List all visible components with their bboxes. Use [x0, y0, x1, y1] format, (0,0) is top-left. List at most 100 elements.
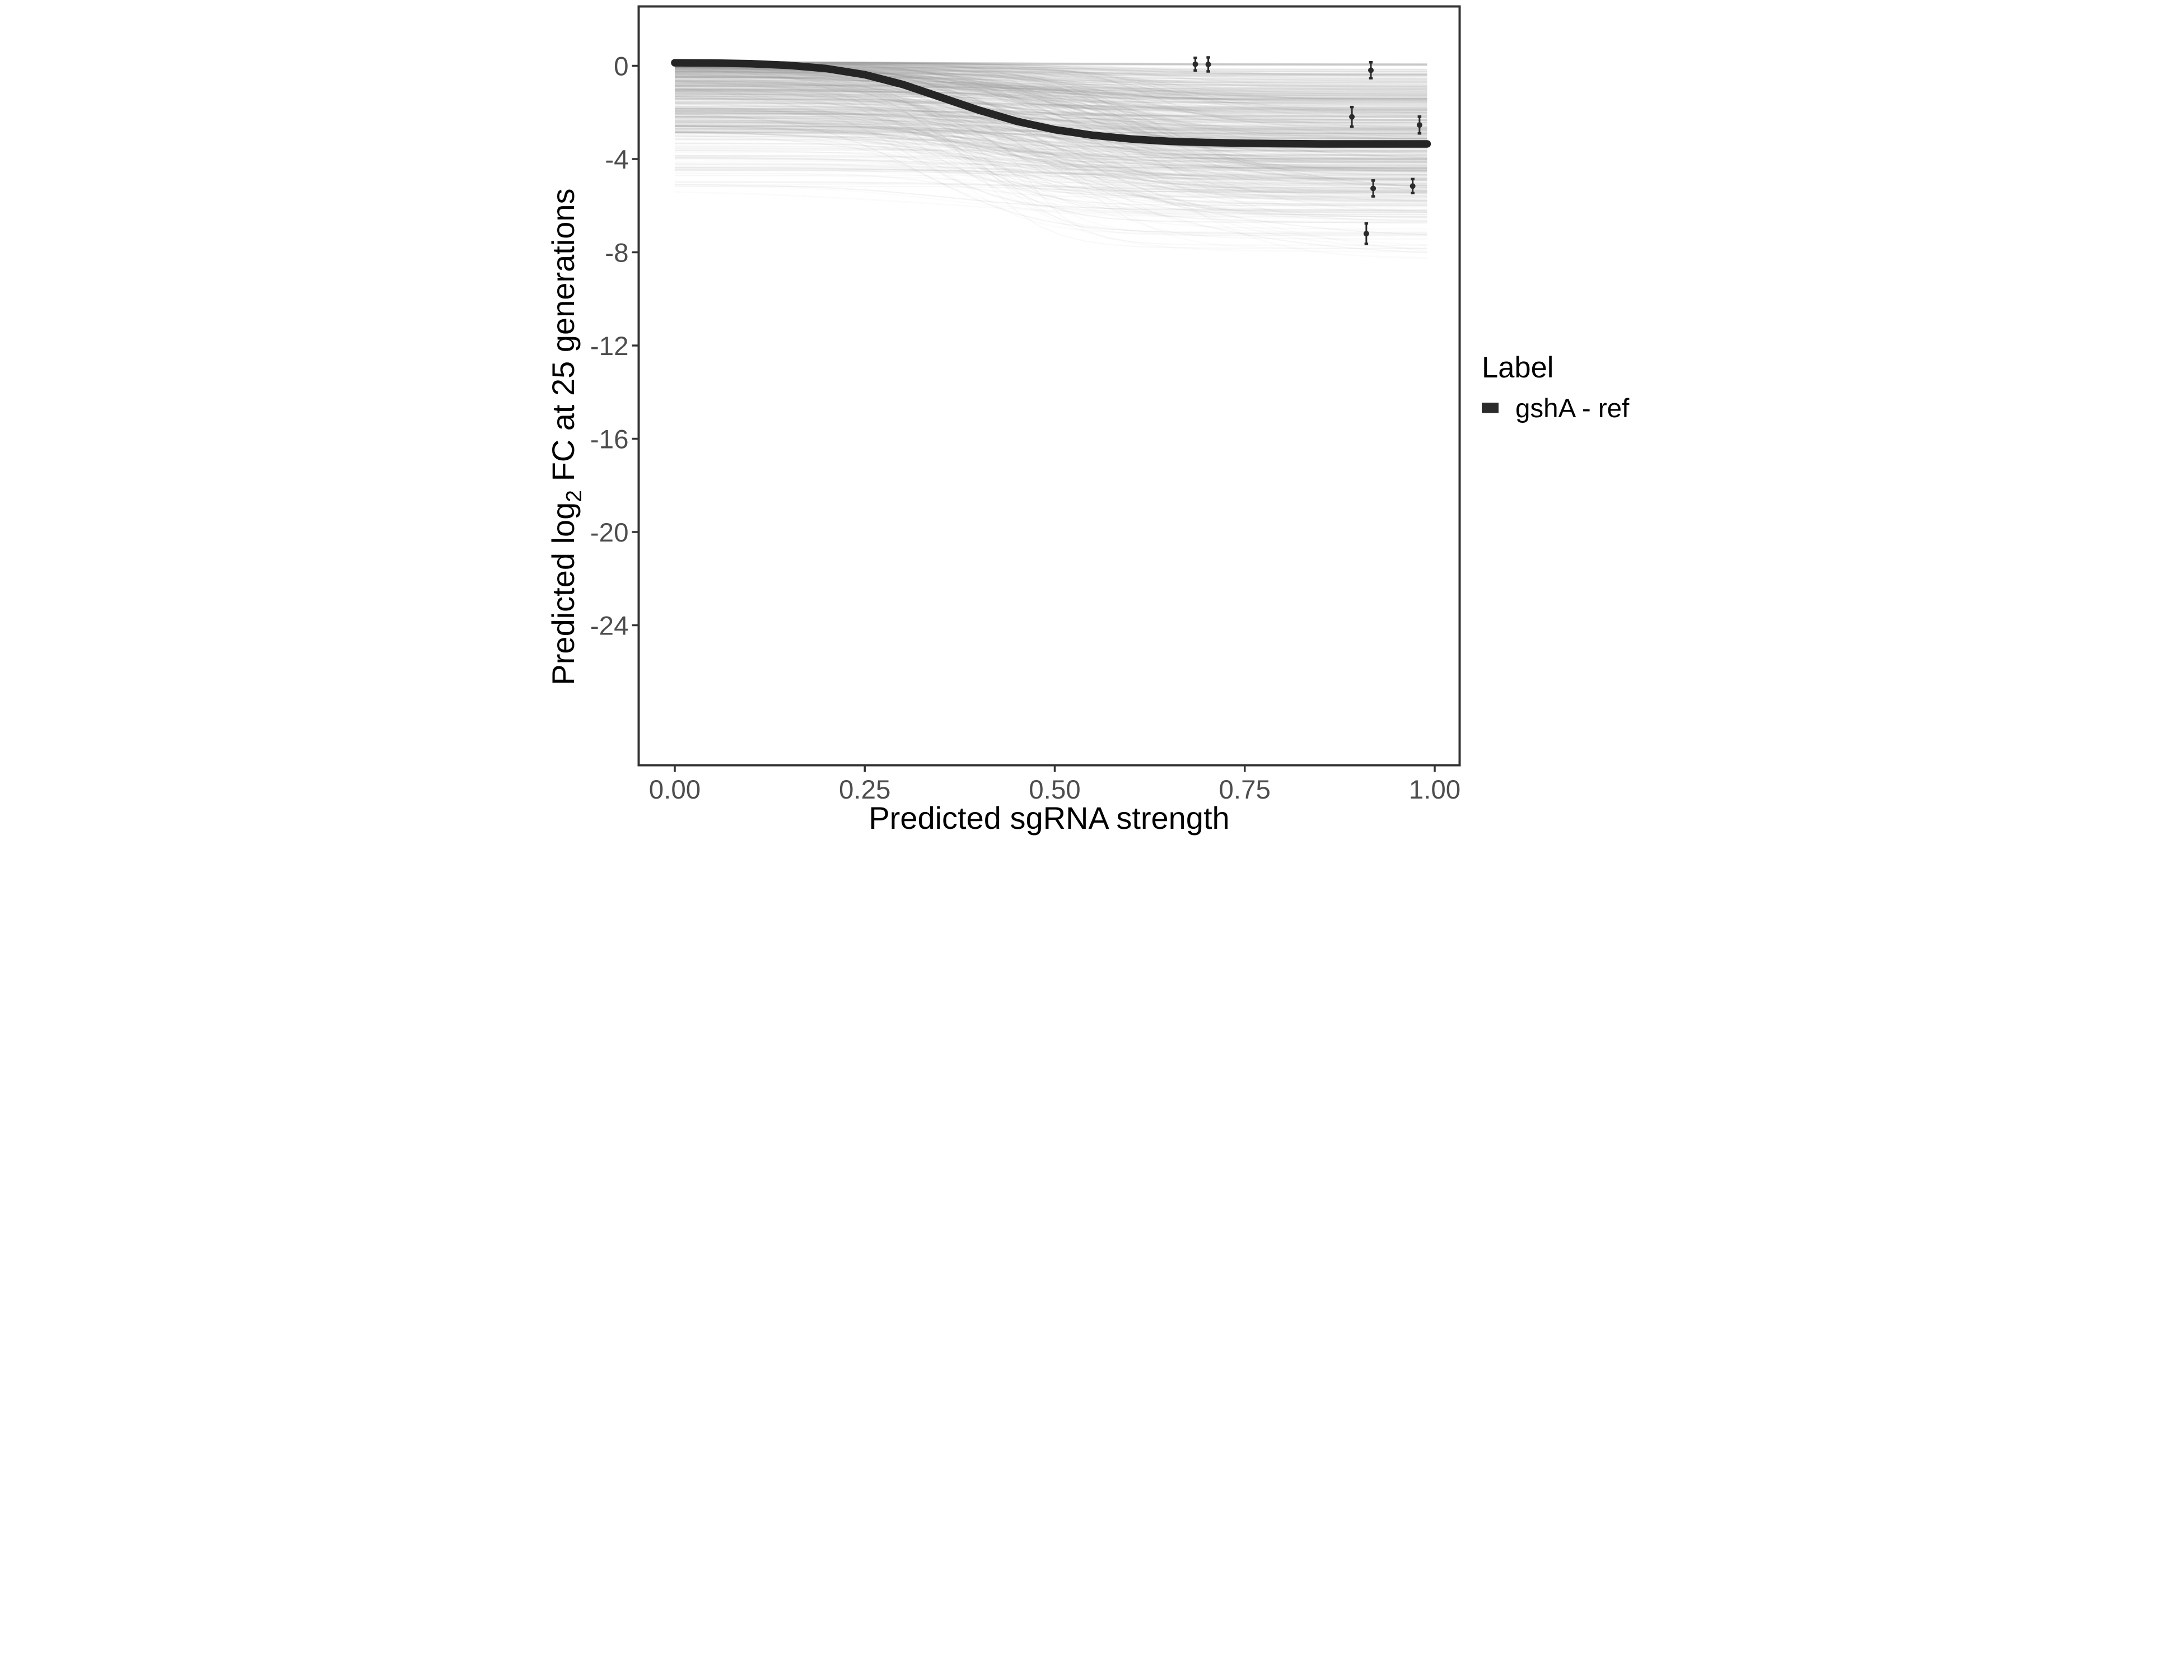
pointrange: [1349, 105, 1355, 128]
spaghetti-line: [674, 76, 1427, 202]
spaghetti-line: [674, 120, 1427, 160]
spaghetti-line: [674, 185, 1427, 215]
spaghetti-line: [674, 90, 1427, 122]
spaghetti-line: [674, 108, 1427, 117]
spaghetti-line: [674, 172, 1427, 199]
spaghetti-line: [674, 110, 1427, 168]
spaghetti-line: [675, 113, 1427, 129]
spaghetti-line: [674, 80, 1427, 96]
pointrange: [1192, 57, 1198, 72]
spaghetti-line: [675, 88, 1427, 101]
spaghetti-line: [675, 78, 1427, 89]
spaghetti-line: [675, 81, 1427, 131]
spaghetti-line: [675, 113, 1427, 213]
spaghetti-line: [674, 111, 1427, 120]
spaghetti-line: [675, 99, 1427, 176]
error-bar-cap-bottom: [1193, 69, 1197, 72]
spaghetti-line: [674, 156, 1427, 172]
spaghetti-line: [675, 101, 1427, 113]
legend-key-line-swatch: [1482, 403, 1499, 413]
spaghetti-line: [674, 102, 1427, 160]
spaghetti-line: [675, 90, 1427, 100]
spaghetti-line: [675, 115, 1427, 216]
pointrange: [1363, 222, 1369, 245]
spaghetti-line: [675, 62, 1427, 175]
spaghetti-line: [674, 108, 1427, 193]
spaghetti-line: [674, 124, 1427, 163]
spaghetti-line: [674, 98, 1427, 129]
spaghetti-line: [675, 70, 1427, 88]
spaghetti-line: [675, 80, 1427, 132]
pointrange: [1368, 61, 1374, 80]
data-point: [1363, 231, 1369, 237]
spaghetti-line: [674, 157, 1427, 188]
y-axis-title-subscript: 2: [562, 490, 586, 502]
spaghetti-line: [675, 72, 1427, 118]
spaghetti-line: [675, 85, 1427, 153]
spaghetti-line: [675, 85, 1427, 95]
spaghetti-line: [674, 90, 1427, 192]
spaghetti-line: [674, 74, 1427, 91]
data-points: [1192, 56, 1422, 245]
spaghetti-line: [675, 138, 1427, 165]
spaghetti-line: [674, 67, 1427, 103]
y-tick-label: -20: [590, 518, 629, 548]
spaghetti-line: [675, 102, 1427, 192]
spaghetti-line: [674, 175, 1427, 184]
spaghetti-line: [674, 102, 1427, 121]
spaghetti-line: [675, 88, 1427, 97]
spaghetti-line: [674, 85, 1427, 152]
spaghetti-line: [674, 145, 1427, 169]
spaghetti-line: [674, 76, 1427, 114]
spaghetti-line: [675, 149, 1427, 179]
spaghetti-line: [674, 61, 1427, 159]
spaghetti-line: [674, 95, 1427, 116]
spaghetti-line: [674, 87, 1427, 186]
spaghetti-line: [674, 115, 1427, 131]
spaghetti-line: [675, 75, 1427, 96]
spaghetti-line: [674, 73, 1427, 111]
spaghetti-line: [675, 108, 1427, 156]
spaghetti-line: [675, 86, 1427, 104]
spaghetti-line: [674, 88, 1427, 236]
spaghetti-line: [674, 119, 1427, 170]
spaghetti-line: [674, 115, 1427, 207]
spaghetti-line: [674, 166, 1427, 173]
spaghetti-line: [674, 160, 1427, 176]
spaghetti-line: [675, 88, 1427, 129]
spaghetti-line: [674, 132, 1427, 179]
spaghetti-line: [674, 69, 1427, 149]
error-bar-cap-bottom: [1350, 125, 1354, 128]
main-curve-line: [671, 59, 1431, 148]
spaghetti-line: [675, 93, 1427, 134]
spaghetti-line: [674, 70, 1427, 181]
spaghetti-line: [675, 110, 1427, 130]
spaghetti-line: [674, 116, 1427, 152]
spaghetti-line: [674, 109, 1427, 156]
spaghetti-line: [675, 61, 1427, 92]
spaghetti-line: [675, 83, 1427, 162]
spaghetti-line: [674, 110, 1427, 176]
pointrange: [1205, 56, 1211, 73]
spaghetti-line: [674, 157, 1427, 181]
spaghetti-line: [674, 130, 1427, 254]
spaghetti-line: [675, 70, 1427, 246]
spaghetti-line: [674, 118, 1427, 131]
spaghetti-line: [675, 106, 1427, 116]
spaghetti-line: [674, 135, 1427, 224]
spaghetti-line: [675, 94, 1427, 103]
main-curve: [671, 59, 1431, 148]
spaghetti-line: [675, 136, 1427, 163]
spaghetti-line: [674, 76, 1427, 97]
spaghetti-line: [674, 127, 1427, 169]
spaghetti-line: [674, 166, 1427, 178]
spaghetti-line: [675, 73, 1427, 82]
pointrange: [1416, 115, 1422, 135]
spaghetti-line: [674, 83, 1427, 211]
spaghetti-line: [674, 92, 1427, 109]
y-tick-label: -16: [590, 425, 629, 455]
y-tick-label: 0: [614, 52, 628, 82]
spaghetti-line: [674, 111, 1427, 160]
spaghetti-line: [674, 103, 1427, 135]
spaghetti-line: [674, 132, 1427, 150]
